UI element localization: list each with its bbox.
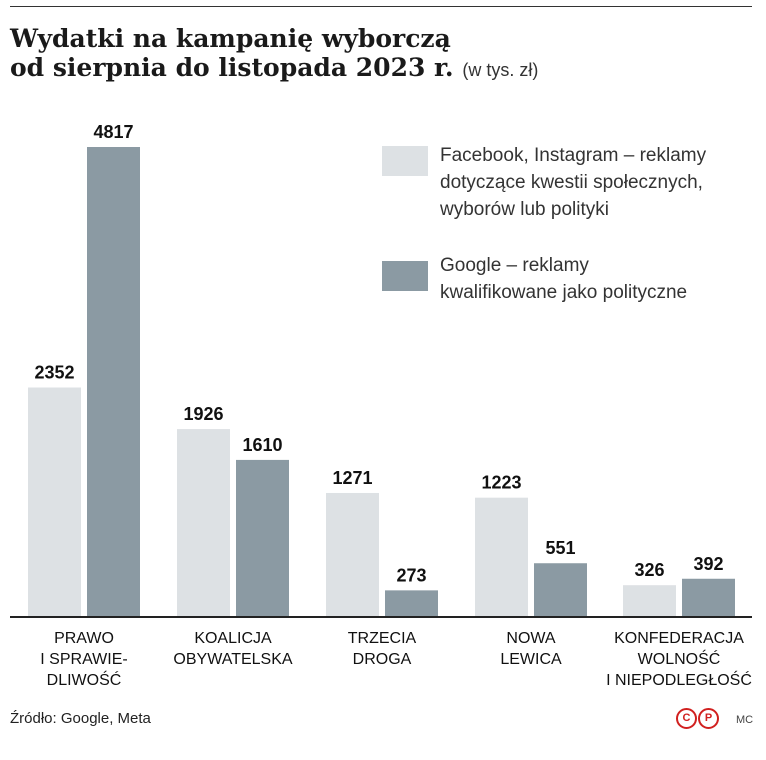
- category-label: KOALICJA: [194, 630, 272, 647]
- category-label: I SPRAWIE-: [40, 651, 127, 668]
- bar-google: [534, 563, 587, 617]
- category-label: LEWICA: [500, 651, 562, 668]
- chart-title: Wydatki na kampanię wyborczą od sierpnia…: [10, 24, 750, 85]
- title-unit: (w tys. zł): [462, 60, 539, 80]
- bar-chart: 2352 4817 PRAWO I SPRAWIE- DLIWOŚĆ 1926 1610 KO…: [10, 122, 752, 689]
- legend-line: Facebook, Instagram – reklamy: [440, 145, 707, 166]
- source-note: Źródło: Google, Meta: [10, 710, 151, 727]
- data-label-google: 551: [545, 538, 575, 558]
- legend-swatch-facebook: [382, 146, 428, 176]
- bar-google: [87, 147, 140, 617]
- bar-facebook: [326, 492, 379, 617]
- author-initials: MC: [736, 714, 754, 726]
- category-label: WOLNOŚĆ: [638, 649, 721, 668]
- data-label-facebook: 2352: [34, 363, 74, 383]
- top-rule: [10, 6, 752, 7]
- bar-facebook: [177, 429, 230, 617]
- publisher-logo: C P: [676, 708, 719, 729]
- data-label-facebook: 1926: [183, 404, 223, 424]
- category-label: TRZECIA: [348, 630, 417, 647]
- legend-line: wyborów lub polityki: [440, 199, 609, 220]
- category-label: KONFEDERACJA: [614, 630, 744, 647]
- data-label-facebook: 1223: [481, 473, 521, 493]
- data-label-google: 273: [396, 565, 426, 585]
- bar-google: [236, 459, 289, 617]
- data-label-google: 392: [693, 554, 723, 574]
- category-label: DLIWOŚĆ: [47, 670, 122, 689]
- bar-facebook: [28, 387, 81, 617]
- logo-letter: C: [676, 708, 697, 729]
- bar-facebook: [623, 585, 676, 617]
- bar-facebook: [475, 497, 528, 617]
- category-label: PRAWO: [54, 630, 114, 647]
- legend-swatch-google: [382, 261, 428, 291]
- data-label-google: 4817: [93, 122, 133, 142]
- legend-line: dotyczące kwestii społecznych,: [440, 172, 703, 193]
- legend-line: kwalifikowane jako polityczne: [440, 282, 688, 303]
- data-label-google: 1610: [242, 435, 282, 455]
- bar-google: [385, 590, 438, 617]
- bar-google: [682, 578, 735, 617]
- category-label: OBYWATELSKA: [173, 651, 292, 668]
- logo-letter: P: [698, 708, 719, 729]
- data-label-facebook: 1271: [332, 468, 372, 488]
- legend-label-google: Google – reklamy kwalifikowane jako poli…: [440, 252, 760, 306]
- category-label: I NIEPODLEGŁOŚĆ: [606, 670, 752, 689]
- title-line-1: Wydatki na kampanię wyborczą: [10, 24, 451, 53]
- category-label: DROGA: [353, 651, 412, 668]
- category-label: NOWA: [506, 630, 556, 647]
- legend-line: Google – reklamy: [440, 255, 589, 276]
- title-line-2: od sierpnia do listopada 2023 r.: [10, 53, 454, 82]
- legend-label-facebook: Facebook, Instagram – reklamy dotyczące …: [440, 142, 760, 223]
- data-label-facebook: 326: [634, 560, 664, 580]
